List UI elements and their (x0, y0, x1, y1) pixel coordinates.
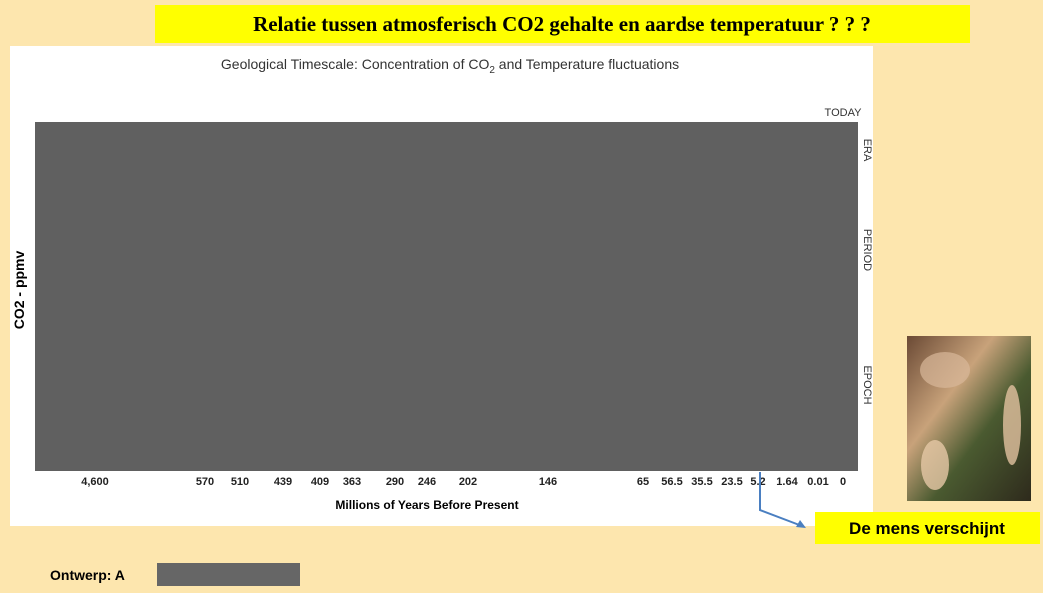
x-label: 1.64 (776, 476, 798, 488)
arrow-head (796, 520, 806, 528)
x-label: 510 (231, 476, 249, 488)
painting-detail (920, 352, 970, 388)
painting-detail (1003, 385, 1021, 465)
figure-subtitle: Geological Timescale: Concentration of C… (221, 56, 679, 76)
x-label: 65 (637, 476, 649, 488)
x-label: 4,600 (81, 476, 109, 488)
y-axis-label: CO2 - ppmv (11, 251, 27, 330)
x-labels: 4,600 570 510 439 409 363 290 246 202 146 65 56.5 35… (81, 476, 846, 488)
subtitle-sub: 2 (489, 65, 495, 76)
painting-detail (921, 440, 949, 490)
subtitle-part: and Temperature fluctuations (495, 56, 679, 72)
x-label: 35.5 (691, 476, 712, 488)
x-label: 363 (343, 476, 361, 488)
x-label: 5.2 (750, 476, 765, 488)
x-label: 146 (539, 476, 557, 488)
redaction (157, 563, 300, 586)
x-label: 290 (386, 476, 404, 488)
title-box (155, 5, 970, 43)
x-label: 246 (418, 476, 436, 488)
x-label: 23.5 (721, 476, 742, 488)
x-label: 202 (459, 476, 477, 488)
title: Relatie tussen atmosferisch CO2 gehalte … (253, 12, 871, 36)
callout: De mens verschijnt (849, 519, 1005, 538)
credit: Ontwerp: A (50, 567, 125, 583)
x-label: 0.01 (807, 476, 828, 488)
x-label: 0 (840, 476, 846, 488)
x-axis-title: Millions of Years Before Present (335, 498, 518, 512)
callout-box (815, 512, 1040, 544)
x-label: 570 (196, 476, 214, 488)
subtitle-part: Geological Timescale: Concentration of C… (221, 56, 490, 72)
arrow (759, 472, 803, 527)
x-label: 439 (274, 476, 292, 488)
today-label: TODAY (825, 107, 863, 119)
side-label: EPOCH (861, 365, 873, 404)
side-label: ERA (861, 139, 873, 162)
x-label: 56.5 (661, 476, 682, 488)
x-label: 409 (311, 476, 329, 488)
side-label: PERIOD (861, 229, 873, 271)
redacted-chart (35, 122, 858, 471)
